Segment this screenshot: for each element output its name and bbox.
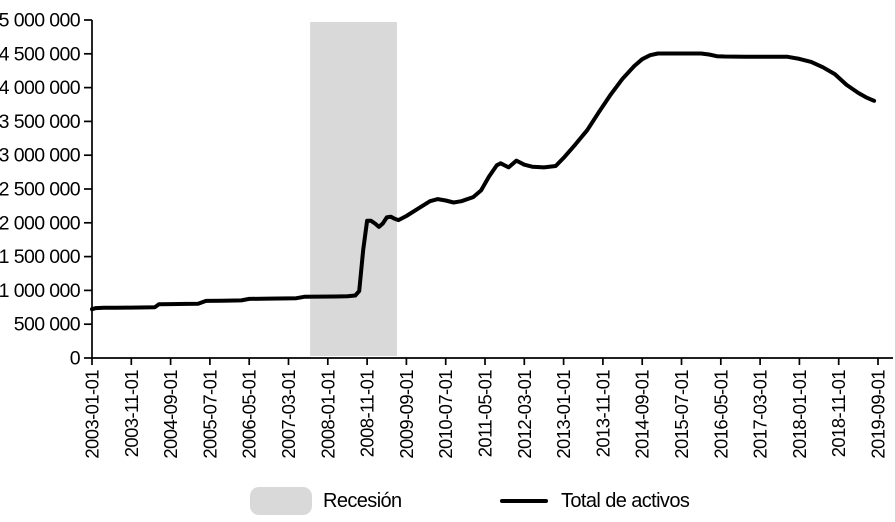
recession-band — [310, 22, 397, 356]
x-axis-tick-label: 2008-01-01 — [317, 370, 338, 459]
x-axis-tick-label: 2015-07-01 — [671, 370, 692, 459]
x-axis-tick-label: 2009-09-01 — [396, 370, 417, 459]
y-axis-tick-label: 3 500 000 — [0, 111, 81, 133]
y-axis-tick-label: 5 000 000 — [0, 10, 81, 32]
y-axis-tick-label: 2 500 000 — [0, 179, 81, 201]
y-axis-tick-label: 2 000 000 — [0, 212, 81, 234]
y-axis-tick-label: 3 000 000 — [0, 145, 81, 167]
x-axis-tick-label: 2012-03-01 — [514, 370, 535, 459]
y-axis-tick-label: 500 000 — [14, 314, 81, 336]
y-axis-tick-label: 1 000 000 — [0, 280, 81, 302]
line-chart: 0 500 000 1 000 000 1 500 000 2 000 000 2 500… — [0, 10, 893, 459]
x-axis-tick-label: 2011-05-01 — [475, 370, 496, 458]
x-axis-tick-label: 2003-01-01 — [82, 370, 103, 459]
series-line-swatch — [500, 499, 548, 503]
legend-item-total-assets: Total de activos — [500, 486, 690, 516]
x-axis-tick-label: 2014-09-01 — [632, 370, 653, 459]
recession-band-swatch — [250, 487, 312, 515]
x-axis-tick-label: 2017-03-01 — [750, 370, 771, 459]
x-axis-tick-label: 2007-03-01 — [278, 370, 299, 459]
x-axis-tick-label: 2018-01-01 — [789, 370, 810, 459]
legend-label-recession: Recesión — [323, 489, 402, 512]
total-assets-line — [90, 51, 877, 312]
legend-item-recession: Recesión — [250, 486, 402, 516]
y-axis-tick-label: 1 500 000 — [0, 246, 81, 268]
y-axis-tick-label: 0 — [70, 348, 81, 370]
x-axis-tick-label: 2006-05-01 — [239, 370, 260, 459]
x-axis-tick-label: 2003-11-01 — [121, 370, 142, 458]
x-axis-tick-label: 2010-07-01 — [435, 370, 456, 459]
x-axis-tick-label: 2013-11-01 — [592, 370, 613, 458]
legend-label-total-assets: Total de activos — [561, 489, 690, 512]
x-axis-tick-label: 2005-07-01 — [199, 370, 220, 459]
x-axis-tick-label: 2018-11-01 — [828, 370, 849, 458]
y-axis-tick-label: 4 000 000 — [0, 77, 81, 99]
x-axis-tick-label: 2019-09-01 — [868, 370, 889, 459]
chart-legend: Recesión Total de activos — [0, 486, 895, 518]
x-axis-tick-label: 2004-09-01 — [160, 370, 181, 459]
x-axis-tick-label: 2016-05-01 — [710, 370, 731, 459]
y-axis-tick-label: 4 500 000 — [0, 43, 81, 65]
x-axis-tick-label: 2013-01-01 — [553, 370, 574, 459]
x-axis-tick-label: 2008-11-01 — [357, 370, 378, 458]
